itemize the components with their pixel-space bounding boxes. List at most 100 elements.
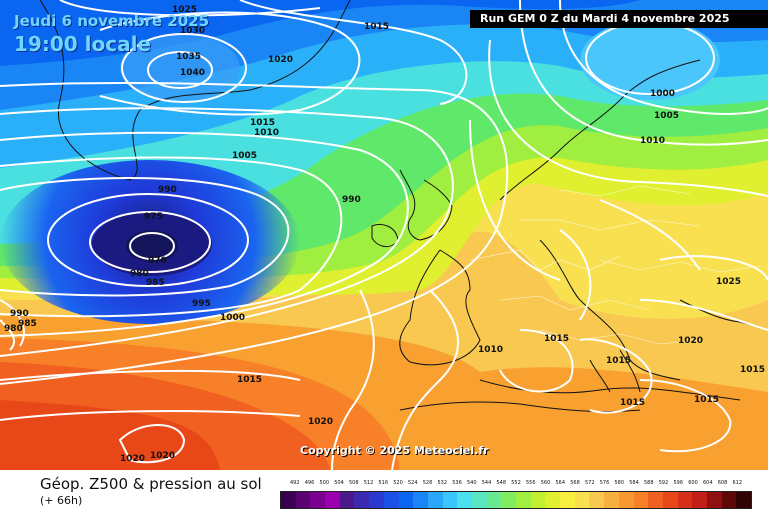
copyright-notice: Copyright © 2025 Meteociel.fr	[300, 444, 489, 457]
legend-value: 544	[481, 480, 492, 486]
pressure-label: 1025	[172, 5, 197, 15]
pressure-label: 990	[342, 195, 361, 205]
legend-swatch	[369, 492, 384, 508]
legend-value: 584	[629, 480, 639, 486]
forecast-time: 19:00 locale	[14, 32, 151, 56]
legend-swatch	[618, 492, 634, 508]
legend-value: 600	[688, 480, 698, 486]
legend-swatch	[413, 492, 428, 508]
pressure-label: 1035	[176, 52, 201, 62]
legend-swatch	[662, 492, 678, 508]
legend-swatch	[501, 492, 516, 508]
legend-swatch	[633, 492, 649, 508]
pressure-label: 1040	[180, 68, 205, 78]
pressure-label: 1015	[364, 22, 389, 32]
pressure-label: 1025	[716, 277, 741, 287]
pressure-label: 1015	[740, 365, 765, 375]
legend-swatch	[442, 492, 458, 508]
legend-swatch	[398, 492, 414, 508]
isobars	[0, 0, 768, 470]
legend-value: 520	[393, 480, 403, 486]
pressure-label: 1020	[120, 454, 145, 464]
legend-swatch	[530, 492, 546, 508]
pressure-label: 1020	[308, 417, 333, 427]
legend-swatch	[560, 492, 575, 508]
legend-value: 568	[570, 480, 580, 486]
legend-swatch	[648, 492, 663, 508]
legend-swatch	[574, 492, 590, 508]
legend-swatch	[339, 492, 355, 508]
legend-swatch	[281, 492, 296, 508]
pressure-label: 1015	[620, 398, 645, 408]
legend-value: 560	[540, 480, 551, 486]
legend-value: 552	[511, 480, 521, 486]
pressure-label: 1030	[180, 26, 205, 36]
pressure-labels: 1025 1030 1035 1040 1015 1020 1000 1005 …	[4, 5, 765, 464]
legend-swatch	[604, 492, 619, 508]
legend-swatch	[427, 492, 443, 508]
legend-value: 588	[643, 480, 654, 486]
pressure-label: 985	[18, 319, 37, 329]
legend-value: 532	[437, 480, 448, 486]
legend-swatch	[589, 492, 605, 508]
geopotential-bands	[0, 0, 768, 470]
model-run-banner: Run GEM 0 Z du Mardi 4 novembre 2025	[470, 10, 768, 28]
legend-value: 596	[673, 480, 684, 486]
pressure-label: 1005	[232, 151, 257, 161]
pressure-label: 980	[130, 269, 149, 279]
chart-subtitle: (+ 66h)	[40, 494, 83, 507]
legend-value: 548	[496, 480, 507, 486]
pressure-label: 1015	[237, 375, 262, 385]
pressure-label: 980	[4, 324, 23, 334]
legend-swatch	[295, 492, 311, 508]
borders	[469, 185, 761, 345]
legend-value: 604	[702, 480, 713, 486]
legend-color-bar	[280, 491, 752, 509]
pressure-label: 990	[10, 309, 29, 319]
pressure-label: 1010	[478, 345, 503, 355]
legend-value: 612	[732, 480, 743, 486]
legend-value: 572	[584, 480, 595, 486]
pressure-label: 1005	[654, 111, 679, 121]
legend-swatch	[383, 492, 399, 508]
legend-value: 592	[658, 480, 669, 486]
forecast-date: Jeudi 6 novembre 2025	[14, 12, 210, 30]
pressure-label: 1010	[254, 128, 279, 138]
pressure-label: 1015	[250, 118, 275, 128]
color-scale-legend: 492 496 500 504 508 512 516 520 524 528 532 536 540 5…	[280, 480, 752, 510]
legend-value: 556	[525, 480, 536, 486]
legend-swatch	[457, 492, 472, 508]
legend-value: 516	[378, 480, 389, 486]
legend-swatch	[325, 492, 340, 508]
chart-title: Géop. Z500 & pression au sol	[40, 475, 262, 493]
legend-swatch	[354, 492, 370, 508]
legend-value: 508	[348, 480, 359, 486]
legend-swatch	[706, 492, 722, 508]
legend-value: 608	[717, 480, 728, 486]
legend-value: 540	[466, 480, 477, 486]
legend-swatch	[545, 492, 561, 508]
z500-pressure-map: 1025 1030 1035 1040 1015 1020 1000 1005 …	[0, 0, 768, 470]
legend-swatch	[516, 492, 531, 508]
legend-value: 576	[599, 480, 610, 486]
pressure-label: 1015	[694, 395, 719, 405]
legend-swatch	[677, 492, 693, 508]
legend-value: 512	[363, 480, 374, 486]
legend-value: 504	[334, 480, 344, 486]
legend-value: 536	[452, 480, 462, 486]
legend-swatch	[721, 492, 737, 508]
legend-value: 528	[422, 480, 433, 486]
legend-value: 580	[614, 480, 625, 486]
legend-value: 492	[289, 480, 300, 486]
pressure-label: 990	[158, 185, 177, 195]
legend-value: 496	[304, 480, 315, 486]
pressure-label: 1015	[544, 334, 569, 344]
legend-swatch	[736, 492, 751, 508]
pressure-label: 975	[144, 212, 163, 222]
legend-labels: 492 496 500 504 508 512 516 520 524 528 532 536 540 5…	[280, 480, 752, 490]
legend-swatch	[486, 492, 502, 508]
pressure-label: 995	[192, 299, 211, 309]
pressure-label: 1015	[606, 356, 631, 366]
pressure-label: 1000	[650, 89, 675, 99]
pressure-label: 985	[146, 278, 165, 288]
